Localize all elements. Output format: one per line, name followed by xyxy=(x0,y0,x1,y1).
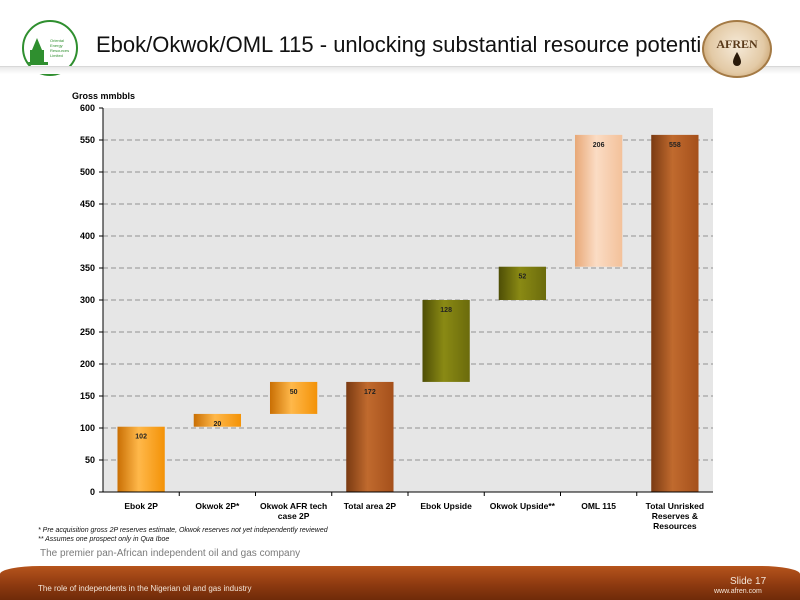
y-tick-labels: 0 50 100 150 200 250 300 350 400 450 500 550 600 xyxy=(80,103,103,497)
y-tick-label: 250 xyxy=(80,327,95,337)
slide-number: Slide 17 xyxy=(730,576,767,587)
oil-pump-icon: Oriental Energy Resources Limited xyxy=(28,38,69,65)
header-divider xyxy=(0,66,800,74)
bar-value-label: 52 xyxy=(518,274,526,281)
bar-3 xyxy=(346,381,394,492)
y-tick-label: 350 xyxy=(80,263,95,273)
footnotes: * Pre acquisition gross 2P reserves esti… xyxy=(38,526,328,544)
presentation-title: The role of independents in the Nigerian… xyxy=(38,584,252,593)
bar-6 xyxy=(574,134,623,267)
x-tick-label: OML 115 xyxy=(581,501,616,511)
y-tick-label: 200 xyxy=(80,359,95,369)
y-tick-label: 600 xyxy=(80,103,95,113)
afren-logo: AFREN xyxy=(702,20,772,78)
x-tick-label: Okwok 2P* xyxy=(195,501,240,511)
y-tick-label: 300 xyxy=(80,295,95,305)
y-tick-label: 400 xyxy=(80,231,95,241)
company-tagline: The premier pan-African independent oil … xyxy=(40,548,301,559)
bar-value-label: 20 xyxy=(213,421,221,428)
bar-7 xyxy=(651,134,699,492)
bar-value-label: 102 xyxy=(135,434,147,441)
x-tick-labels: Ebok 2P Okwok 2P* Okwok AFR tech case 2P Tot… xyxy=(124,492,704,531)
bar-4 xyxy=(422,300,470,382)
y-tick-label: 50 xyxy=(85,455,95,465)
bar-2 xyxy=(269,381,318,414)
bar-value-label: 128 xyxy=(440,307,452,314)
bar-value-label: 172 xyxy=(364,389,376,396)
x-tick-label: Okwok AFR tech case 2P xyxy=(260,501,327,521)
footnote-2: ** Assumes one prospect only in Qua Iboe xyxy=(38,536,170,543)
x-tick-label: Total Unrisked Reserves & Resources xyxy=(646,501,704,531)
y-axis-title: Gross mmbbls xyxy=(72,91,135,101)
logo-text-1: Oriental xyxy=(50,38,64,43)
x-tick-label: Ebok Upside xyxy=(420,501,472,511)
y-tick-label: 550 xyxy=(80,135,95,145)
page-title: Ebok/Okwok/OML 115 - unlocking substanti… xyxy=(96,32,719,57)
bar-0 xyxy=(117,426,165,492)
footer-band xyxy=(0,566,800,600)
logo-text-2: Energy xyxy=(50,43,63,48)
y-tick-label: 0 xyxy=(90,487,95,497)
bar-value-label: 558 xyxy=(669,142,681,149)
x-tick-label: Okwok Upside** xyxy=(490,501,556,511)
bar-5 xyxy=(498,266,547,300)
y-tick-label: 450 xyxy=(80,199,95,209)
footnote-1: * Pre acquisition gross 2P reserves esti… xyxy=(38,527,328,534)
y-tick-label: 100 xyxy=(80,423,95,433)
bars: 102 20 50 172 128 52 206 558 xyxy=(117,134,699,492)
website-url: www.afren.com xyxy=(714,588,762,595)
bar-1 xyxy=(193,413,242,427)
x-tick-label: Total area 2P xyxy=(344,501,397,511)
bar-value-label: 206 xyxy=(593,142,605,149)
oil-drop-icon xyxy=(733,52,741,66)
y-tick-label: 150 xyxy=(80,391,95,401)
logo-text-3: Resources xyxy=(50,48,69,53)
logo-text-4: Limited xyxy=(50,53,63,58)
x-tick-label: Ebok 2P xyxy=(124,501,158,511)
y-tick-label: 500 xyxy=(80,167,95,177)
waterfall-chart: 102 20 50 172 128 52 206 558 0 50 100 150 200 250 300… xyxy=(72,91,713,531)
slide-header: Oriental Energy Resources Limited Ebok/O… xyxy=(0,0,800,78)
afren-logo-text: AFREN xyxy=(716,37,758,51)
bar-value-label: 50 xyxy=(290,389,298,396)
